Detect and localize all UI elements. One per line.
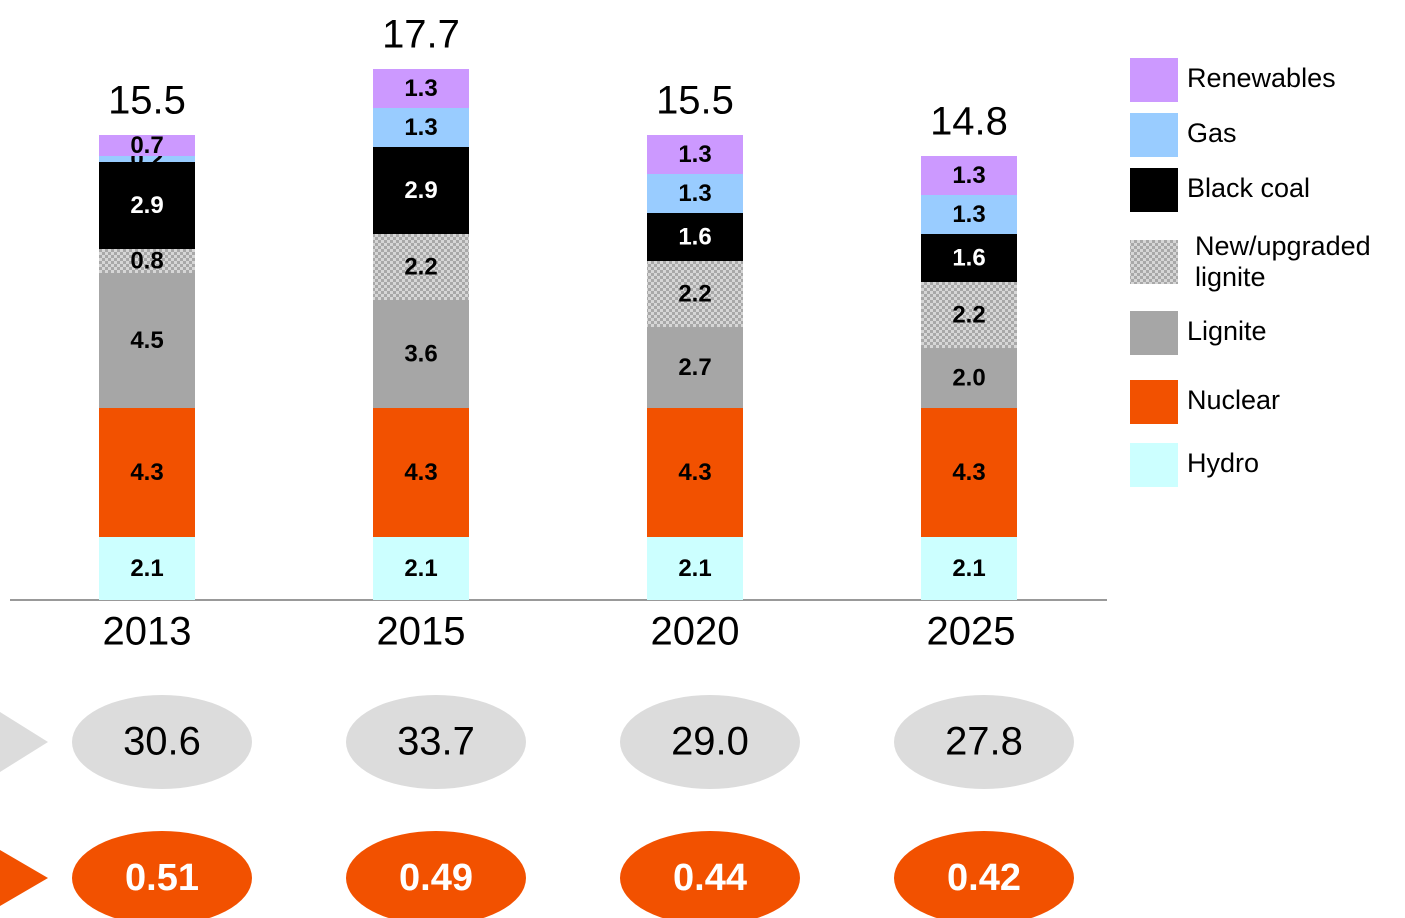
row-arrow: [0, 850, 48, 906]
total-label: 15.5: [656, 79, 734, 123]
bar-segment: [373, 234, 469, 300]
data-label: 4.3: [952, 459, 985, 486]
legend-label: Hydro: [1187, 448, 1259, 478]
data-label: 0.7: [130, 132, 163, 159]
data-label: 0.8: [130, 247, 163, 274]
row-label: 27.8: [945, 720, 1023, 764]
data-label: 2.7: [678, 354, 711, 381]
bar-segment: [647, 261, 743, 327]
bar-segment: [921, 537, 1017, 600]
bar-segment: [373, 108, 469, 147]
row-badge: [894, 695, 1074, 789]
legend-label: Black coal: [1187, 173, 1310, 203]
bar-segment: [99, 408, 195, 537]
row-badge: [620, 831, 800, 918]
data-label: 1.3: [678, 141, 711, 168]
row-badge: [72, 695, 252, 789]
legend-swatch: [1130, 240, 1178, 284]
legend-swatch: [1130, 380, 1178, 424]
data-label: 1.6: [952, 244, 985, 271]
bar-segment: [921, 195, 1017, 234]
row-badge: [894, 831, 1074, 918]
data-label: 2.9: [404, 177, 437, 204]
data-label: 2.2: [678, 280, 711, 307]
data-label: 2.1: [130, 555, 163, 582]
bar-segment: [647, 174, 743, 213]
row-label: 0.51: [125, 857, 199, 899]
bar-segment: [647, 537, 743, 600]
data-label: 1.3: [952, 201, 985, 228]
legend-label: Lignite: [1187, 316, 1267, 346]
legend-label: Renewables: [1187, 63, 1336, 93]
total-label: 14.8: [930, 100, 1008, 144]
bar-segment: [647, 213, 743, 261]
legend-swatch: [1130, 168, 1178, 212]
legend-swatch: [1130, 113, 1178, 157]
row-label: 33.7: [397, 720, 475, 764]
bar-segment: [921, 408, 1017, 537]
legend-label: Gas: [1187, 118, 1237, 148]
total-label: 17.7: [382, 13, 460, 57]
data-label: 1.6: [678, 223, 711, 250]
data-label: 2.9: [130, 192, 163, 219]
bar-segment: [647, 135, 743, 174]
bar-segment: [373, 69, 469, 108]
row-badge: [72, 831, 252, 918]
x-tick-label: 2020: [651, 610, 740, 654]
row-label: 0.44: [673, 857, 747, 899]
x-tick-label: 2015: [377, 610, 466, 654]
legend-label: Nuclear: [1187, 385, 1280, 415]
bar-segment: [373, 537, 469, 600]
bar-segment: [647, 327, 743, 408]
data-label: 2.1: [952, 555, 985, 582]
row-label: 30.6: [123, 720, 201, 764]
bar-segment: [99, 249, 195, 273]
row-label: 0.42: [947, 857, 1021, 899]
legend-label: New/upgraded lignite: [1195, 231, 1371, 292]
row-label: 0.49: [399, 857, 473, 899]
row-badge: [620, 695, 800, 789]
data-label: 3.6: [404, 340, 437, 367]
bar-segment: [921, 282, 1017, 348]
legend-swatch: [1130, 58, 1178, 102]
bar-segment: [99, 537, 195, 600]
bar-segment: [99, 273, 195, 408]
bar-segment: [99, 135, 195, 156]
x-tick-label: 2013: [103, 610, 192, 654]
data-label: 2.2: [404, 253, 437, 280]
bar-segment: [921, 156, 1017, 195]
bar-segment: [373, 147, 469, 234]
data-label: 2.2: [952, 301, 985, 328]
data-label: 4.5: [130, 327, 163, 354]
total-label: 15.5: [108, 79, 186, 123]
x-tick-label: 2025: [927, 610, 1016, 654]
bar-segment: [373, 300, 469, 408]
data-label: 1.3: [678, 180, 711, 207]
data-label: 2.1: [678, 555, 711, 582]
legend-swatch: [1130, 311, 1178, 355]
data-label: 4.3: [404, 459, 437, 486]
bar-segment: [99, 156, 195, 162]
data-label: 1.3: [952, 162, 985, 189]
data-label: 2.0: [952, 364, 985, 391]
data-label: 4.3: [678, 459, 711, 486]
data-label: 4.3: [130, 459, 163, 486]
row-arrow: [0, 712, 48, 772]
data-label: 1.3: [404, 75, 437, 102]
data-label: 2.1: [404, 555, 437, 582]
legend-swatch: [1130, 443, 1178, 487]
bar-segment: [921, 348, 1017, 408]
bar-segment: [373, 408, 469, 537]
row-label: 29.0: [671, 720, 749, 764]
bar-segment: [647, 408, 743, 537]
row-badge: [346, 831, 526, 918]
bar-segment: [921, 234, 1017, 282]
data-label: 1.3: [404, 114, 437, 141]
bar-segment: [99, 162, 195, 249]
row-badge: [346, 695, 526, 789]
